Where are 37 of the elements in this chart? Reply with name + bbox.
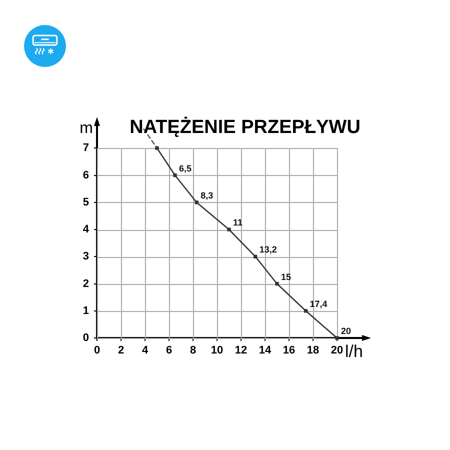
x-tick-label: 6 — [166, 344, 172, 357]
chart-title: NATĘŻENIE PRZEPŁYWU — [130, 116, 360, 138]
x-tick-label: 12 — [234, 344, 248, 357]
annotation: 20 — [341, 326, 352, 336]
x-tick-label: 10 — [210, 344, 224, 357]
x-tick-label: 14 — [258, 344, 272, 357]
x-tick-label: 8 — [190, 344, 196, 357]
x-tick-label: 16 — [282, 344, 296, 357]
x-tick-label: 2 — [118, 344, 124, 357]
y-tick-label: 2 — [82, 278, 89, 290]
y-tick-label: 6 — [82, 169, 89, 182]
annotation: 15 — [281, 272, 292, 282]
y-tick-label: 5 — [82, 196, 89, 208]
annotation: 6,5 — [179, 163, 192, 174]
y-tick-label: 7 — [82, 142, 89, 154]
annotation: 8,3 — [200, 190, 214, 200]
y-tick-label: 4 — [82, 224, 90, 236]
point — [335, 336, 339, 340]
point — [155, 146, 159, 150]
y-tick-label: 0 — [82, 332, 89, 344]
point — [194, 200, 198, 204]
x-tick-label: 18 — [306, 344, 320, 357]
x-tick-label: 4 — [142, 344, 149, 357]
point — [173, 173, 177, 178]
annotation: 13,2 — [259, 244, 277, 255]
x-tick-label: 20 — [330, 344, 344, 357]
point — [227, 228, 231, 232]
x-tick-label: 0 — [94, 344, 100, 357]
point — [254, 254, 258, 258]
point — [275, 282, 279, 286]
y-tick-label: 1 — [82, 304, 89, 317]
annotation: 11 — [233, 218, 243, 228]
y-tick-label: 3 — [82, 250, 89, 263]
x-axis-title: l/h — [345, 342, 363, 361]
point — [304, 309, 308, 313]
annotation: 17,4 — [310, 298, 328, 309]
y-axis-title: m — [80, 120, 93, 137]
